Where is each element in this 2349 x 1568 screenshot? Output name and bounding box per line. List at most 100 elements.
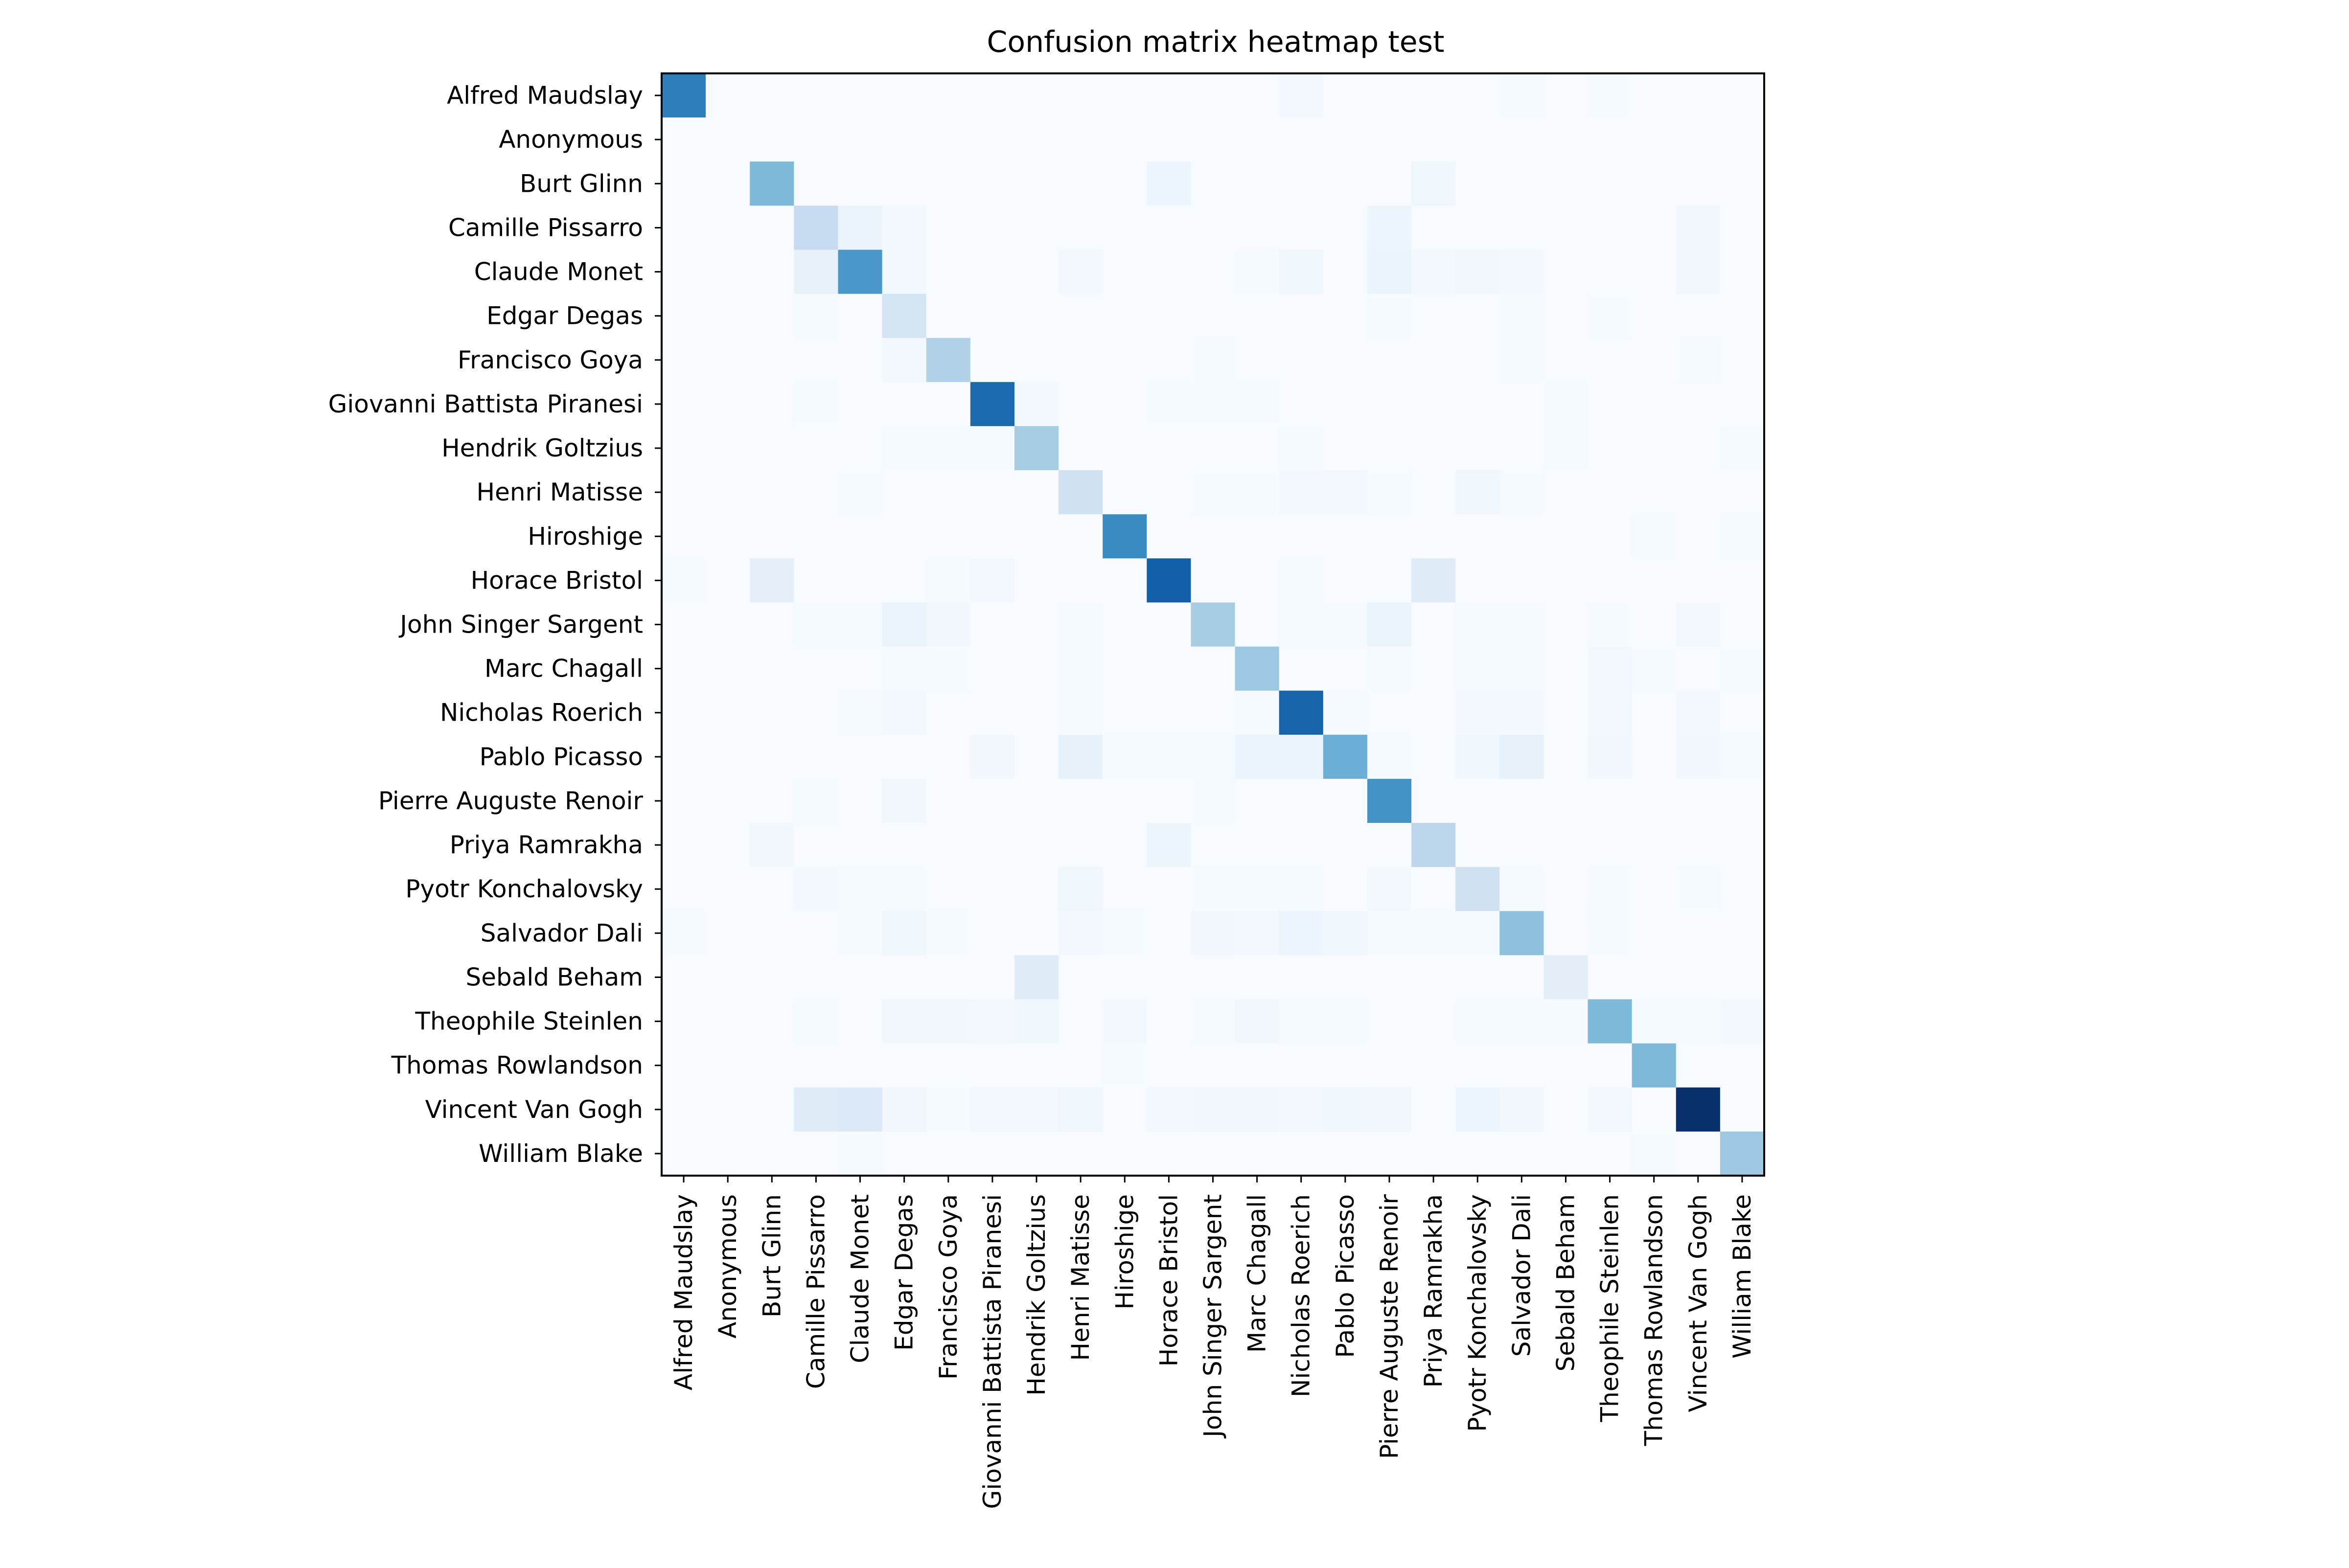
y-axis: Alfred Maudslay Anonymous Burt Glinn Camill…	[328, 81, 662, 1168]
heatmap-cell-r19-c17	[1411, 911, 1456, 955]
heatmap-cell-r17-c2	[750, 823, 794, 867]
heatmap-cell-r5-c0	[662, 294, 706, 339]
heatmap-cell-r5-c9	[1059, 294, 1103, 339]
heatmap-cell-r14-c17	[1411, 690, 1456, 735]
heatmap-cell-r5-c22	[1632, 294, 1677, 339]
heatmap-cell-r19-c21	[1588, 911, 1633, 955]
heatmap-cell-r6-c4	[838, 338, 883, 383]
y-tick-label: Pyotr Konchalovsky	[405, 875, 643, 903]
heatmap-cell-r4-c15	[1323, 250, 1368, 295]
heatmap-cell-r6-c2	[750, 338, 794, 383]
heatmap-cell-r17-c19	[1499, 823, 1544, 867]
heatmap-cell-r18-c2	[750, 867, 794, 911]
heatmap-cell-r22-c24	[1720, 1043, 1765, 1088]
heatmap-cell-r10-c2	[750, 514, 794, 559]
heatmap-cell-r20-c20	[1543, 955, 1589, 1000]
heatmap-cell-r0-c0	[662, 73, 706, 118]
heatmap-cell-r23-c18	[1455, 1087, 1500, 1132]
heatmap-cell-r14-c16	[1367, 690, 1412, 735]
heatmap-cell-r5-c2	[750, 294, 794, 339]
heatmap-cell-r16-c23	[1676, 778, 1721, 823]
heatmap-cell-r12-c13	[1235, 602, 1280, 647]
heatmap-cell-r13-c4	[838, 646, 883, 691]
heatmap-cell-r10-c24	[1720, 514, 1765, 559]
heatmap-cell-r16-c18	[1455, 778, 1500, 823]
heatmap-cell-r4-c12	[1191, 250, 1236, 295]
heatmap-cell-r5-c15	[1323, 294, 1368, 339]
heatmap-cell-r12-c10	[1103, 602, 1147, 647]
y-tick-label: Marc Chagall	[484, 655, 643, 683]
x-tick-label: Giovanni Battista Piranesi	[978, 1194, 1007, 1509]
heatmap-cell-r4-c21	[1588, 250, 1633, 295]
heatmap-cell-r13-c15	[1323, 646, 1368, 691]
heatmap-cell-r2-c0	[662, 161, 706, 206]
x-tick-label: Anonymous	[714, 1194, 742, 1339]
heatmap-cell-r1-c18	[1455, 117, 1500, 162]
heatmap-cell-r13-c22	[1632, 646, 1677, 691]
heatmap-cell-r24-c24	[1720, 1131, 1765, 1176]
heatmap-cell-r13-c19	[1499, 646, 1544, 691]
heatmap-cell-r17-c9	[1059, 823, 1103, 867]
heatmap-cell-r13-c12	[1191, 646, 1236, 691]
heatmap-cell-r15-c14	[1279, 734, 1324, 779]
heatmap-cell-r21-c10	[1103, 999, 1147, 1044]
heatmap-cell-r9-c10	[1103, 470, 1147, 515]
heatmap-cell-r22-c15	[1323, 1043, 1368, 1088]
heatmap-cell-r11-c21	[1588, 558, 1633, 603]
heatmap-cell-r12-c20	[1543, 602, 1589, 647]
heatmap-cell-r22-c9	[1059, 1043, 1103, 1088]
heatmap-cell-r0-c18	[1455, 73, 1500, 118]
heatmap-cell-r24-c17	[1411, 1131, 1456, 1176]
heatmap-cell-r7-c17	[1411, 382, 1456, 427]
heatmap-cell-r12-c15	[1323, 602, 1368, 647]
heatmap-cell-r0-c19	[1499, 73, 1544, 118]
heatmap-cell-r8-c18	[1455, 426, 1500, 471]
heatmap-cell-r8-c2	[750, 426, 794, 471]
y-tick-label: Camille Pissarro	[448, 213, 643, 242]
heatmap-cell-r24-c2	[750, 1131, 794, 1176]
heatmap-cell-r1-c7	[970, 117, 1015, 162]
heatmap-cell-r19-c6	[926, 911, 971, 955]
heatmap-cell-r4-c5	[882, 250, 927, 295]
heatmap-cell-r11-c4	[838, 558, 883, 603]
heatmap-cell-r23-c20	[1543, 1087, 1589, 1132]
heatmap-cell-r20-c8	[1014, 955, 1059, 1000]
heatmap-cell-r24-c3	[794, 1131, 839, 1176]
heatmap-cell-r8-c15	[1323, 426, 1368, 471]
heatmap-cell-r12-c17	[1411, 602, 1456, 647]
heatmap-cell-r12-c9	[1059, 602, 1103, 647]
heatmap-cell-r21-c16	[1367, 999, 1412, 1044]
heatmap-cell-r14-c9	[1059, 690, 1103, 735]
heatmap-cell-r3-c20	[1543, 205, 1589, 250]
heatmap-cell-r22-c1	[706, 1043, 750, 1088]
heatmap-cell-r17-c15	[1323, 823, 1368, 867]
heatmap-cell-r3-c17	[1411, 205, 1456, 250]
heatmap-cell-r5-c5	[882, 294, 927, 339]
heatmap-cell-r16-c15	[1323, 778, 1368, 823]
heatmap-cell-r17-c1	[706, 823, 750, 867]
heatmap-cell-r11-c10	[1103, 558, 1147, 603]
heatmap-cell-r3-c1	[706, 205, 750, 250]
heatmap-cell-r9-c12	[1191, 470, 1236, 515]
heatmap-cell-r23-c2	[750, 1087, 794, 1132]
heatmap-cell-r1-c8	[1014, 117, 1059, 162]
heatmap-cell-r24-c14	[1279, 1131, 1324, 1176]
heatmap-cell-r21-c8	[1014, 999, 1059, 1044]
y-tick-label: Horace Bristol	[471, 566, 643, 594]
heatmap-cell-r19-c8	[1014, 911, 1059, 955]
heatmap-cell-r12-c14	[1279, 602, 1324, 647]
heatmap-cell-r20-c3	[794, 955, 839, 1000]
heatmap-cell-r19-c0	[662, 911, 706, 955]
heatmap-cell-r5-c19	[1499, 294, 1544, 339]
heatmap-cell-r7-c15	[1323, 382, 1368, 427]
heatmap-cell-r15-c7	[970, 734, 1015, 779]
heatmap-cell-r12-c5	[882, 602, 927, 647]
heatmap-cell-r20-c1	[706, 955, 750, 1000]
heatmap-cell-r7-c11	[1147, 382, 1192, 427]
heatmap-cell-r11-c17	[1411, 558, 1456, 603]
heatmap-cell-r22-c4	[838, 1043, 883, 1088]
heatmap-cell-r16-c4	[838, 778, 883, 823]
heatmap-cell-r16-c0	[662, 778, 706, 823]
heatmap-cell-r11-c22	[1632, 558, 1677, 603]
heatmap-cell-r22-c14	[1279, 1043, 1324, 1088]
